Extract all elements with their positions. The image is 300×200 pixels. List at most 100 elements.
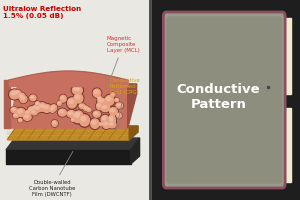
- Ellipse shape: [79, 114, 91, 127]
- Ellipse shape: [92, 88, 102, 98]
- Ellipse shape: [106, 97, 111, 101]
- Ellipse shape: [100, 104, 111, 112]
- Ellipse shape: [78, 103, 86, 109]
- Ellipse shape: [59, 94, 67, 103]
- Ellipse shape: [74, 94, 83, 103]
- Ellipse shape: [117, 104, 120, 106]
- Polygon shape: [129, 126, 138, 140]
- Ellipse shape: [99, 99, 103, 102]
- Bar: [152, 182, 300, 200]
- Ellipse shape: [61, 96, 64, 99]
- Ellipse shape: [101, 115, 109, 124]
- Ellipse shape: [72, 86, 82, 94]
- Ellipse shape: [71, 85, 83, 95]
- Ellipse shape: [68, 98, 76, 108]
- Ellipse shape: [31, 96, 34, 98]
- Ellipse shape: [98, 98, 106, 105]
- Bar: [152, 94, 300, 108]
- Ellipse shape: [36, 102, 38, 104]
- Ellipse shape: [97, 96, 103, 101]
- Bar: [152, 0, 163, 200]
- Ellipse shape: [83, 106, 88, 110]
- Ellipse shape: [111, 93, 114, 95]
- Ellipse shape: [75, 111, 83, 119]
- Ellipse shape: [35, 101, 41, 107]
- Ellipse shape: [102, 106, 107, 108]
- Ellipse shape: [102, 117, 106, 120]
- Ellipse shape: [36, 106, 41, 111]
- Ellipse shape: [59, 110, 64, 113]
- Ellipse shape: [71, 119, 74, 120]
- Polygon shape: [6, 138, 140, 150]
- Ellipse shape: [110, 108, 117, 115]
- Ellipse shape: [21, 97, 24, 99]
- Ellipse shape: [93, 111, 100, 117]
- Ellipse shape: [74, 113, 79, 117]
- Text: Double-walled
Carbon Nanotube
Film (DWCNTF): Double-walled Carbon Nanotube Film (DWCN…: [29, 151, 75, 197]
- Ellipse shape: [57, 101, 62, 106]
- Ellipse shape: [80, 105, 83, 106]
- Ellipse shape: [14, 90, 21, 96]
- Polygon shape: [6, 150, 131, 164]
- Ellipse shape: [108, 122, 116, 128]
- Ellipse shape: [31, 110, 37, 115]
- Ellipse shape: [111, 93, 115, 96]
- Bar: [229, 18, 291, 94]
- Ellipse shape: [51, 105, 57, 111]
- Polygon shape: [9, 84, 136, 128]
- Ellipse shape: [107, 121, 117, 129]
- Ellipse shape: [108, 117, 116, 125]
- Ellipse shape: [18, 92, 26, 100]
- Ellipse shape: [35, 102, 40, 107]
- Ellipse shape: [67, 111, 76, 117]
- Ellipse shape: [28, 107, 34, 114]
- Ellipse shape: [75, 95, 80, 99]
- Ellipse shape: [29, 94, 37, 101]
- Ellipse shape: [110, 116, 113, 119]
- Ellipse shape: [117, 114, 120, 116]
- Bar: [229, 108, 291, 182]
- Ellipse shape: [109, 115, 115, 122]
- Ellipse shape: [76, 88, 79, 90]
- Ellipse shape: [31, 110, 38, 116]
- Ellipse shape: [116, 99, 118, 100]
- Ellipse shape: [80, 115, 89, 126]
- Ellipse shape: [90, 118, 100, 129]
- Ellipse shape: [104, 94, 115, 106]
- Ellipse shape: [19, 95, 28, 103]
- Ellipse shape: [23, 114, 31, 120]
- Ellipse shape: [19, 93, 25, 100]
- Ellipse shape: [110, 109, 115, 112]
- Ellipse shape: [26, 111, 31, 115]
- Ellipse shape: [109, 118, 113, 121]
- Ellipse shape: [115, 102, 124, 109]
- Ellipse shape: [92, 120, 96, 124]
- Ellipse shape: [50, 107, 55, 113]
- Ellipse shape: [52, 121, 56, 124]
- Ellipse shape: [18, 118, 22, 122]
- Ellipse shape: [71, 118, 75, 122]
- Ellipse shape: [94, 90, 98, 93]
- Ellipse shape: [93, 89, 101, 97]
- Ellipse shape: [43, 104, 51, 112]
- Ellipse shape: [109, 107, 118, 116]
- Ellipse shape: [97, 104, 101, 106]
- Ellipse shape: [83, 105, 89, 111]
- Ellipse shape: [76, 112, 80, 115]
- Ellipse shape: [19, 119, 21, 120]
- Ellipse shape: [29, 108, 32, 110]
- Ellipse shape: [74, 110, 84, 120]
- Ellipse shape: [76, 87, 81, 92]
- Ellipse shape: [10, 107, 18, 113]
- Ellipse shape: [81, 117, 86, 121]
- Ellipse shape: [115, 98, 119, 102]
- Ellipse shape: [96, 103, 103, 110]
- Ellipse shape: [109, 117, 116, 125]
- Ellipse shape: [26, 111, 29, 113]
- Ellipse shape: [103, 122, 107, 125]
- Ellipse shape: [27, 106, 35, 114]
- Ellipse shape: [51, 109, 53, 110]
- Ellipse shape: [51, 120, 58, 127]
- Ellipse shape: [94, 112, 98, 114]
- Ellipse shape: [102, 120, 111, 129]
